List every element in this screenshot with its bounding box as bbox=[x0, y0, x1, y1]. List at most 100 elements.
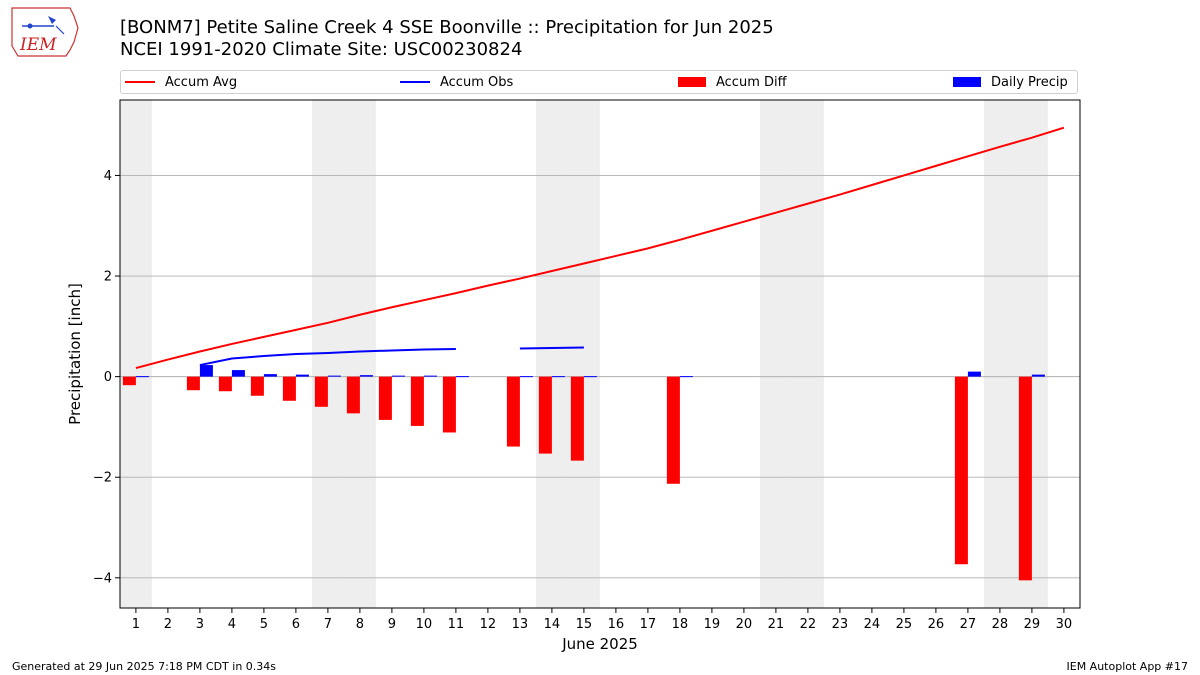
x-tick-label: 2 bbox=[164, 617, 172, 632]
y-tick-label: 4 bbox=[104, 169, 112, 184]
x-tick-label: 7 bbox=[324, 617, 332, 632]
daily-precip-bar bbox=[263, 374, 277, 377]
daily-precip-bar bbox=[423, 375, 437, 377]
daily-precip-bar bbox=[583, 376, 597, 378]
daily-precip-bar bbox=[199, 365, 213, 377]
chart-subtitle: NCEI 1991-2020 Climate Site: USC00230824 bbox=[120, 39, 523, 60]
x-tick-label: 8 bbox=[356, 617, 364, 632]
x-tick-label: 26 bbox=[928, 617, 945, 632]
legend-item-accum-diff: Accum Diff bbox=[678, 71, 787, 93]
x-tick-label: 25 bbox=[896, 617, 913, 632]
x-tick-label: 27 bbox=[960, 617, 977, 632]
accum-diff-bar bbox=[122, 376, 136, 386]
legend-label-daily-precip: Daily Precip bbox=[991, 74, 1068, 90]
y-axis-label: Precipitation [inch] bbox=[66, 283, 84, 425]
weekend-band bbox=[343, 100, 376, 608]
accum-diff-bar bbox=[570, 376, 584, 461]
x-tick-label: 14 bbox=[544, 617, 561, 632]
accum-avg-line bbox=[135, 126, 1065, 370]
daily-precip-bar bbox=[135, 376, 149, 378]
y-tick-label: 2 bbox=[104, 270, 112, 285]
daily-precip-bar bbox=[359, 375, 373, 377]
weekend-band bbox=[759, 100, 792, 608]
daily-precip-bar bbox=[391, 375, 405, 377]
weekend-band bbox=[983, 100, 1016, 608]
weekend-band bbox=[535, 100, 568, 608]
x-tick-label: 24 bbox=[864, 617, 881, 632]
chart-title: [BONM7] Petite Saline Creek 4 SSE Boonvi… bbox=[120, 17, 774, 38]
legend: Accum Avg Accum Obs Accum Diff Daily Pre… bbox=[120, 70, 1078, 94]
y-tick-label: 0 bbox=[104, 370, 112, 385]
daily-precip-bar bbox=[967, 371, 981, 377]
y-tick-label: −4 bbox=[93, 571, 112, 586]
daily-precip-bar bbox=[327, 375, 341, 377]
x-tick-label: 18 bbox=[672, 617, 689, 632]
x-tick-label: 23 bbox=[832, 617, 849, 632]
accum-diff-bar bbox=[250, 376, 264, 396]
accum-diff-bar bbox=[378, 376, 392, 420]
legend-label-accum-avg: Accum Avg bbox=[165, 74, 238, 90]
x-tick-label: 16 bbox=[608, 617, 625, 632]
x-tick-label: 11 bbox=[448, 617, 465, 632]
legend-item-accum-avg: Accum Avg bbox=[125, 71, 237, 93]
accum-diff-bar bbox=[218, 376, 232, 392]
x-tick-label: 5 bbox=[260, 617, 268, 632]
daily-precip-bar bbox=[519, 376, 533, 378]
legend-label-accum-obs: Accum Obs bbox=[440, 74, 514, 90]
legend-swatch-daily-precip bbox=[953, 77, 981, 87]
x-tick-label: 3 bbox=[196, 617, 204, 632]
accum-diff-bar bbox=[666, 376, 680, 484]
x-tick-label: 10 bbox=[416, 617, 433, 632]
accum-obs-line bbox=[199, 347, 456, 367]
x-tick-label: 13 bbox=[512, 617, 529, 632]
x-tick-label: 15 bbox=[576, 617, 593, 632]
weekend-band bbox=[567, 100, 600, 608]
daily-precip-bar bbox=[679, 376, 693, 378]
accum-diff-bar bbox=[506, 376, 520, 447]
daily-precip-bar bbox=[1031, 374, 1045, 377]
x-tick-label: 21 bbox=[768, 617, 785, 632]
daily-precip-bar bbox=[551, 376, 565, 378]
x-tick-label: 1 bbox=[132, 617, 140, 632]
accum-diff-bar bbox=[186, 376, 200, 391]
legend-swatch-accum-obs bbox=[400, 81, 430, 83]
plot-frame bbox=[119, 99, 1081, 609]
weekend-band bbox=[120, 100, 152, 608]
x-tick-label: 28 bbox=[992, 617, 1009, 632]
legend-swatch-accum-diff bbox=[678, 77, 706, 87]
accum-diff-bar bbox=[410, 376, 424, 426]
daily-precip-bar bbox=[455, 376, 469, 378]
x-tick-label: 30 bbox=[1056, 617, 1073, 632]
daily-precip-bar bbox=[231, 370, 245, 377]
x-axis-label: June 2025 bbox=[561, 635, 638, 653]
daily-precip-bar bbox=[295, 374, 309, 377]
legend-label-accum-diff: Accum Diff bbox=[716, 74, 787, 90]
x-tick-label: 17 bbox=[640, 617, 657, 632]
x-tick-label: 12 bbox=[480, 617, 497, 632]
logo-text: IEM bbox=[19, 35, 57, 55]
footer-generated: Generated at 29 Jun 2025 7:18 PM CDT in … bbox=[12, 660, 277, 673]
accum-diff-bar bbox=[282, 376, 296, 401]
x-tick-label: 6 bbox=[292, 617, 300, 632]
x-tick-label: 22 bbox=[800, 617, 817, 632]
x-tick-label: 29 bbox=[1024, 617, 1041, 632]
accum-obs-line bbox=[519, 346, 584, 350]
x-tick-label: 4 bbox=[228, 617, 236, 632]
legend-item-accum-obs: Accum Obs bbox=[400, 71, 513, 93]
accum-diff-bar bbox=[954, 376, 968, 565]
iem-logo: IEM bbox=[11, 7, 79, 57]
x-tick-label: 9 bbox=[388, 617, 396, 632]
accum-diff-bar bbox=[314, 376, 328, 407]
weekend-band bbox=[791, 100, 824, 608]
x-tick-label: 20 bbox=[736, 617, 753, 632]
legend-swatch-accum-avg bbox=[125, 81, 155, 83]
accum-diff-bar bbox=[1018, 376, 1032, 581]
footer-app-id: IEM Autoplot App #17 bbox=[1066, 660, 1189, 673]
legend-item-daily-precip: Daily Precip bbox=[953, 71, 1068, 93]
y-tick-label: −2 bbox=[93, 471, 112, 486]
x-tick-label: 19 bbox=[704, 617, 721, 632]
accum-diff-bar bbox=[538, 376, 552, 454]
accum-diff-bar bbox=[442, 376, 456, 433]
accum-diff-bar bbox=[346, 376, 360, 414]
